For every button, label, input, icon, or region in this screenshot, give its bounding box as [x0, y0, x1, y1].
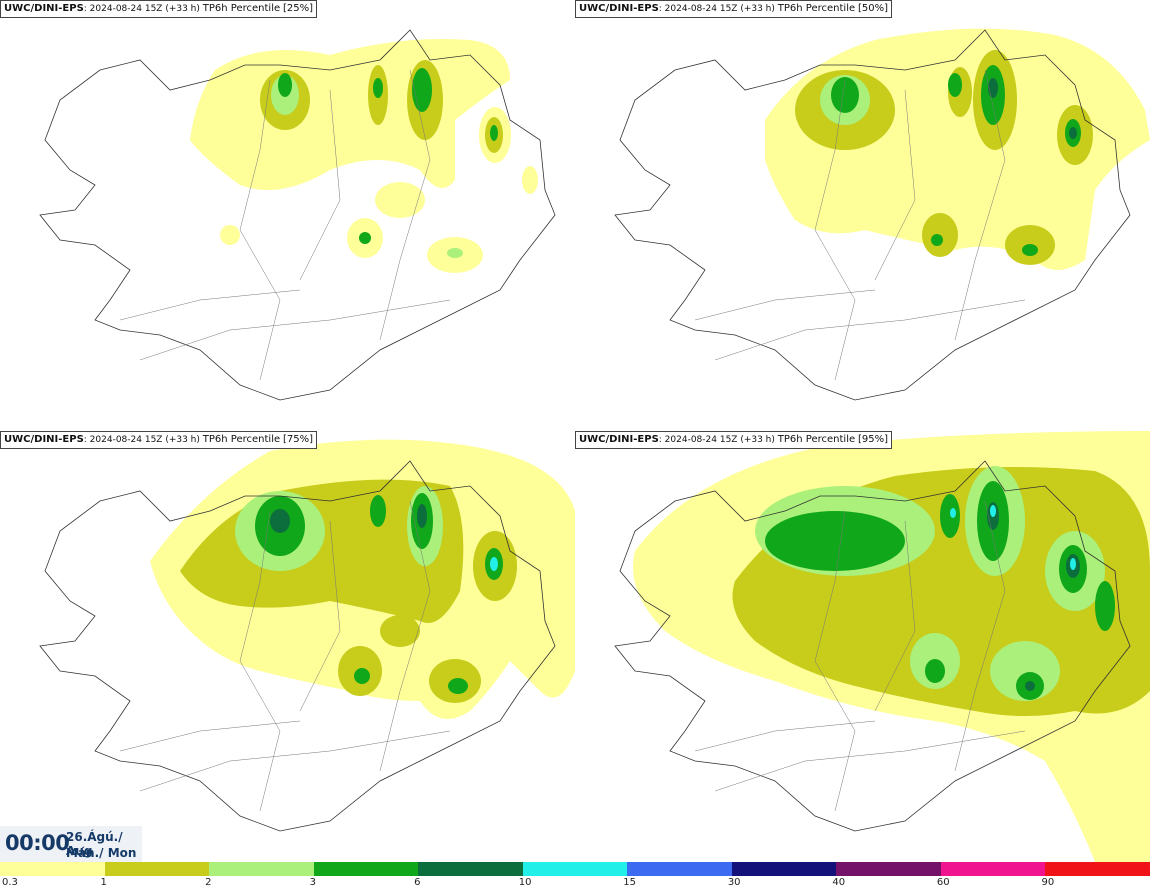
river-network [119, 69, 451, 381]
run-label: 2024-08-24 15Z (+33 h) [664, 435, 775, 445]
river-network [119, 500, 451, 812]
map-panel-p25: UWC/DINI-EPS: 2024-08-24 15Z (+33 h) TP6… [0, 0, 575, 431]
field-label: TP6h Percentile [202, 434, 281, 445]
coastline [39, 29, 556, 401]
legend-tick-label: 3 [309, 877, 316, 888]
legend-swatch [104, 862, 210, 876]
valid-time-box: 00:00 26.Ágú./ Aug Mán./ Mon [0, 826, 142, 862]
legend-tick-label: 90 [1041, 877, 1055, 888]
run-label: 2024-08-24 15Z (+33 h) [89, 4, 200, 14]
precip-shading [190, 39, 538, 273]
source-label: UWC/DINI-EPS [579, 3, 659, 14]
field-label: TP6h Percentile [202, 3, 281, 14]
precip-legend: 0.3 1 2 3 6 10 15 30 40 60 90 [0, 862, 1150, 891]
legend-tick-label: 60 [936, 877, 950, 888]
source-label: UWC/DINI-EPS [4, 3, 84, 14]
coastline [614, 460, 1131, 832]
percentile-label: [75%] [283, 434, 314, 445]
legend-tick-label: 10 [518, 877, 532, 888]
percentile-label: [95%] [858, 434, 889, 445]
legend-tick-label: 2 [205, 877, 212, 888]
map-panel-p50: UWC/DINI-EPS: 2024-08-24 15Z (+33 h) TP6… [575, 0, 1150, 431]
run-label: 2024-08-24 15Z (+33 h) [664, 4, 775, 14]
valid-time: 00:00 [5, 831, 70, 855]
iceland-precip-map [614, 431, 1150, 862]
legend-tick-label: 15 [623, 877, 636, 888]
legend-swatch [1045, 862, 1150, 876]
source-label: UWC/DINI-EPS [4, 434, 84, 445]
legend-swatch [0, 862, 105, 876]
source-label: UWC/DINI-EPS [579, 434, 659, 445]
legend-swatch [627, 862, 733, 876]
valid-weekday: Mán./ Mon [66, 846, 137, 860]
panel-title: UWC/DINI-EPS: 2024-08-24 15Z (+33 h) TP6… [0, 431, 318, 449]
map-panel-p75: UWC/DINI-EPS: 2024-08-24 15Z (+33 h) TP6… [0, 431, 575, 862]
percentile-label: [25%] [283, 3, 314, 14]
valid-date: 26.Ágú./ Aug [66, 830, 123, 858]
legend-tick-label: 1 [100, 877, 107, 888]
iceland-precip-map [614, 28, 1150, 401]
iceland-precip-map [39, 439, 575, 832]
field-label: TP6h Percentile [777, 434, 856, 445]
panel-title: UWC/DINI-EPS: 2024-08-24 15Z (+33 h) TP6… [575, 0, 893, 18]
panel-title: UWC/DINI-EPS: 2024-08-24 15Z (+33 h) TP6… [575, 431, 893, 449]
river-network [694, 500, 1026, 812]
field-label: TP6h Percentile [777, 3, 856, 14]
percentile-label: [50%] [858, 3, 889, 14]
river-network [694, 69, 1026, 381]
iceland-precip-map [39, 29, 556, 401]
legend-swatch [522, 862, 628, 876]
coastline [614, 29, 1131, 401]
precip-shading [633, 431, 1150, 862]
map-panel-p95: UWC/DINI-EPS: 2024-08-24 15Z (+33 h) TP6… [575, 431, 1150, 862]
precip-shading [150, 439, 575, 719]
legend-swatch [940, 862, 1046, 876]
legend-tick-label: 6 [414, 877, 421, 888]
legend-tick-label: 30 [727, 877, 741, 888]
legend-swatch [731, 862, 837, 876]
legend-swatch [209, 862, 315, 876]
legend-swatch [418, 862, 524, 876]
legend-swatch [313, 862, 419, 876]
precip-shading [765, 28, 1150, 271]
legend-tick-label: 0.3 [2, 877, 18, 888]
legend-tick-label: 40 [832, 877, 846, 888]
run-label: 2024-08-24 15Z (+33 h) [89, 435, 200, 445]
panel-title: UWC/DINI-EPS: 2024-08-24 15Z (+33 h) TP6… [0, 0, 318, 18]
legend-swatch [836, 862, 942, 876]
coastline [39, 460, 556, 832]
